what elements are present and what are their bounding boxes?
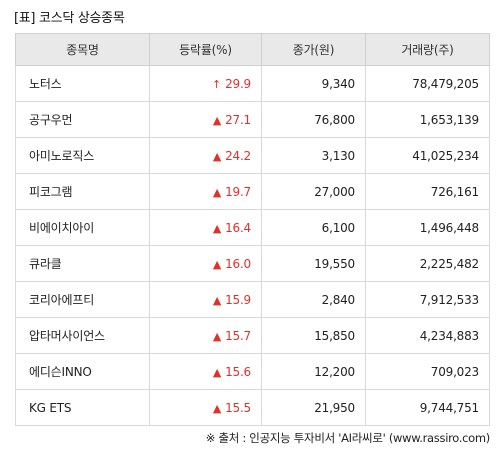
table-row: KG ETS ▲ 15.5 21,950 9,744,751 <box>15 389 490 426</box>
up-triangle-icon: ▲ <box>212 221 222 235</box>
up-arrow-icon: ↑ <box>212 77 222 91</box>
table-row: 압타머사이언스 ▲ 15.7 15,850 4,234,883 <box>15 317 490 354</box>
change-value: 24.2 <box>225 148 251 163</box>
header-change-rate: 등락률(%) <box>149 33 262 66</box>
source-note: ※ 출처 : 인공지능 투자비서 'AI라씨로' (www.rassiro.co… <box>205 431 491 445</box>
stock-name: KG ETS <box>15 389 150 426</box>
up-triangle-icon: ▲ <box>212 329 222 343</box>
header-closing-price: 종가(원) <box>261 33 366 66</box>
change-rate: ▲ 24.2 <box>149 137 262 174</box>
closing-price: 12,200 <box>261 353 366 390</box>
table-row: 피코그램 ▲ 19.7 27,000 726,161 <box>15 173 490 210</box>
change-value: 15.9 <box>225 292 251 307</box>
closing-price: 27,000 <box>261 173 366 210</box>
closing-price: 15,850 <box>261 317 366 354</box>
table-row: 큐라클 ▲ 16.0 19,550 2,225,482 <box>15 245 490 282</box>
up-triangle-icon: ▲ <box>212 257 222 271</box>
change-value: 16.0 <box>225 256 251 271</box>
closing-price: 2,840 <box>261 281 366 318</box>
change-rate: ↑ 29.9 <box>149 65 262 102</box>
volume: 4,234,883 <box>365 317 490 354</box>
stock-name: 압타머사이언스 <box>15 317 150 354</box>
up-triangle-icon: ▲ <box>212 293 222 307</box>
closing-price: 19,550 <box>261 245 366 282</box>
stock-name: 비에이치아이 <box>15 209 150 246</box>
volume: 709,023 <box>365 353 490 390</box>
stock-name: 노터스 <box>15 65 150 102</box>
volume: 1,496,448 <box>365 209 490 246</box>
change-value: 15.6 <box>225 364 251 379</box>
change-rate: ▲ 15.7 <box>149 317 262 354</box>
page-title: [표] 코스닥 상승종목 <box>14 11 125 26</box>
stock-name: 공구우먼 <box>15 101 150 138</box>
table-row: 공구우먼 ▲ 27.1 76,800 1,653,139 <box>15 101 490 138</box>
closing-price: 76,800 <box>261 101 366 138</box>
stock-name: 코리아에프티 <box>15 281 150 318</box>
stock-name: 아미노로직스 <box>15 137 150 174</box>
table-row: 비에이치아이 ▲ 16.4 6,100 1,496,448 <box>15 209 490 246</box>
volume: 78,479,205 <box>365 65 490 102</box>
change-rate: ▲ 16.0 <box>149 245 262 282</box>
volume: 2,225,482 <box>365 245 490 282</box>
stock-name: 큐라클 <box>15 245 150 282</box>
stock-name: 피코그램 <box>15 173 150 210</box>
up-triangle-icon: ▲ <box>212 365 222 379</box>
change-value: 16.4 <box>225 220 251 235</box>
table-row: 코리아에프티 ▲ 15.9 2,840 7,912,533 <box>15 281 490 318</box>
closing-price: 21,950 <box>261 389 366 426</box>
header-volume: 거래량(주) <box>365 33 490 66</box>
table-row: 아미노로직스 ▲ 24.2 3,130 41,025,234 <box>15 137 490 174</box>
change-rate: ▲ 15.6 <box>149 353 262 390</box>
table-row: 에디슨INNO ▲ 15.6 12,200 709,023 <box>15 353 490 390</box>
closing-price: 6,100 <box>261 209 366 246</box>
volume: 41,025,234 <box>365 137 490 174</box>
stock-name: 에디슨INNO <box>15 353 150 390</box>
stock-table: 종목명 등락률(%) 종가(원) 거래량(주) 노터스 ↑ 29.9 9,340 … <box>15 33 490 426</box>
closing-price: 3,130 <box>261 137 366 174</box>
up-triangle-icon: ▲ <box>212 149 222 163</box>
up-triangle-icon: ▲ <box>212 185 222 199</box>
volume: 7,912,533 <box>365 281 490 318</box>
change-rate: ▲ 27.1 <box>149 101 262 138</box>
change-rate: ▲ 15.5 <box>149 389 262 426</box>
change-value: 15.7 <box>225 328 251 343</box>
change-value: 27.1 <box>225 112 251 127</box>
table-header-row: 종목명 등락률(%) 종가(원) 거래량(주) <box>15 33 490 66</box>
volume: 1,653,139 <box>365 101 490 138</box>
header-stock-name: 종목명 <box>15 33 150 66</box>
volume: 9,744,751 <box>365 389 490 426</box>
change-value: 19.7 <box>225 184 251 199</box>
change-value: 29.9 <box>225 76 251 91</box>
up-triangle-icon: ▲ <box>212 113 222 127</box>
change-rate: ▲ 16.4 <box>149 209 262 246</box>
volume: 726,161 <box>365 173 490 210</box>
change-value: 15.5 <box>225 400 251 415</box>
change-rate: ▲ 19.7 <box>149 173 262 210</box>
change-rate: ▲ 15.9 <box>149 281 262 318</box>
up-triangle-icon: ▲ <box>212 401 222 415</box>
closing-price: 9,340 <box>261 65 366 102</box>
table-row: 노터스 ↑ 29.9 9,340 78,479,205 <box>15 65 490 102</box>
